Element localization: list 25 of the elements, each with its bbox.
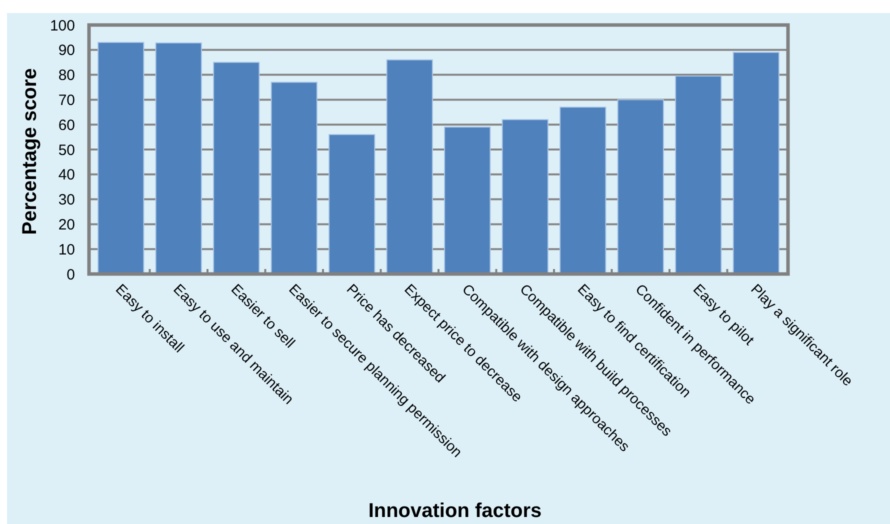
bar xyxy=(675,76,722,274)
y-tick-label: 60 xyxy=(58,116,75,134)
y-tick-label: 20 xyxy=(58,216,75,234)
bar xyxy=(502,119,548,274)
y-tick-label: 50 xyxy=(58,142,75,159)
bar xyxy=(560,106,606,274)
y-tick-label: 90 xyxy=(58,42,75,60)
y-tick-label: 30 xyxy=(58,192,75,209)
bar xyxy=(617,99,664,274)
x-axis-title: Innovation factors xyxy=(368,500,542,522)
y-axis-title: Percentage score xyxy=(19,68,41,235)
y-tick-label: 0 xyxy=(66,266,75,284)
y-tick-label: 70 xyxy=(58,92,75,109)
bar xyxy=(444,126,491,274)
bar xyxy=(213,62,260,274)
bar xyxy=(328,134,376,274)
y-tick-label: 40 xyxy=(58,166,75,184)
y-tick-label: 100 xyxy=(50,17,75,34)
bar xyxy=(98,42,144,274)
bar xyxy=(155,42,202,274)
bar xyxy=(270,82,318,274)
bar xyxy=(386,59,433,274)
y-tick-label: 80 xyxy=(58,67,75,84)
y-tick-label: 10 xyxy=(58,241,75,258)
bar xyxy=(732,52,780,274)
